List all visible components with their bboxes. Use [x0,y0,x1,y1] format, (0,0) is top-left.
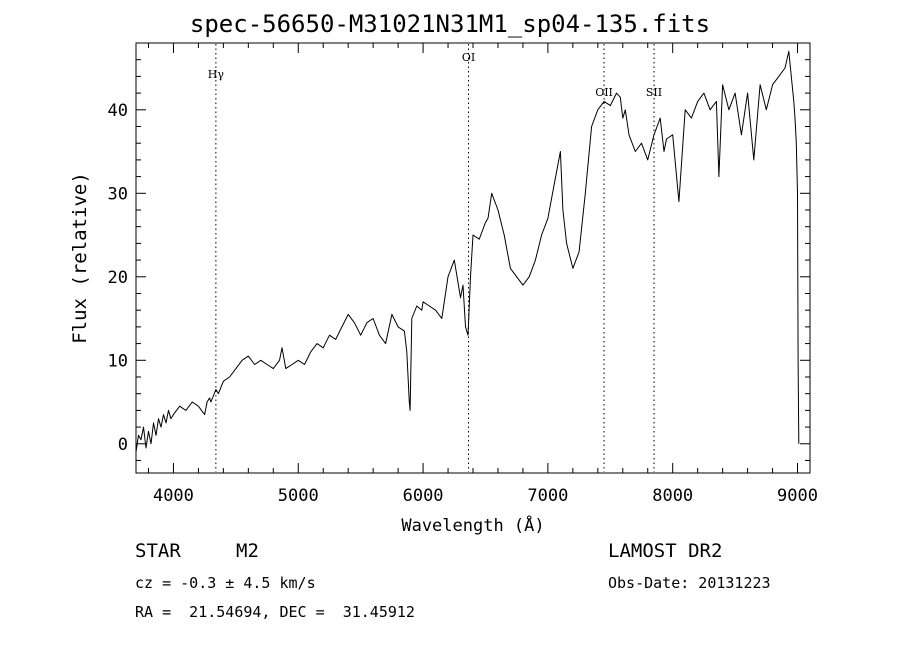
spectral-line-label: Hγ [208,68,225,81]
spectral-line-label: OI [462,51,475,64]
x-axis-label: Wavelength (Å) [401,514,544,536]
object-type-label: STAR [135,540,181,562]
survey-label: LAMOST DR2 [608,540,723,562]
y-tick-label: 0 [118,435,128,455]
y-axis-label: Flux (relative) [69,172,91,344]
y-tick-label: 40 [108,101,128,121]
chart-title: spec-56650-M31021N31M1_sp04-135.fits [189,10,711,38]
x-tick-label: 7000 [527,486,568,506]
x-tick-label: 8000 [652,486,693,506]
redshift-velocity: cz = -0.3 ± 4.5 km/s [135,574,316,592]
x-tick-label: 6000 [403,486,444,506]
x-tick-label: 4000 [153,486,194,506]
y-tick-label: 30 [108,184,128,204]
y-tick-label: 10 [108,351,128,371]
coordinates-radec: RA = 21.54694, DEC = 31.45912 [135,603,415,621]
x-tick-label: 9000 [777,486,818,506]
y-tick-label: 20 [108,268,128,288]
spectral-line-label: SII [646,86,662,99]
observation-date: Obs-Date: 20131223 [608,574,771,592]
spectrum-line [135,50,800,453]
spectral-line-label: OII [595,86,613,99]
x-tick-label: 5000 [278,486,319,506]
object-class-label: M2 [236,540,259,562]
